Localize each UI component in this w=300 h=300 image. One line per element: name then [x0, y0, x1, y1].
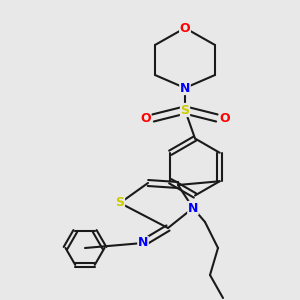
- Text: S: S: [181, 103, 190, 116]
- Text: O: O: [219, 112, 230, 124]
- Text: O: O: [180, 22, 190, 34]
- Text: S: S: [116, 196, 124, 209]
- Text: N: N: [188, 202, 198, 214]
- Text: N: N: [138, 236, 148, 250]
- Text: O: O: [140, 112, 151, 124]
- Text: N: N: [180, 82, 190, 94]
